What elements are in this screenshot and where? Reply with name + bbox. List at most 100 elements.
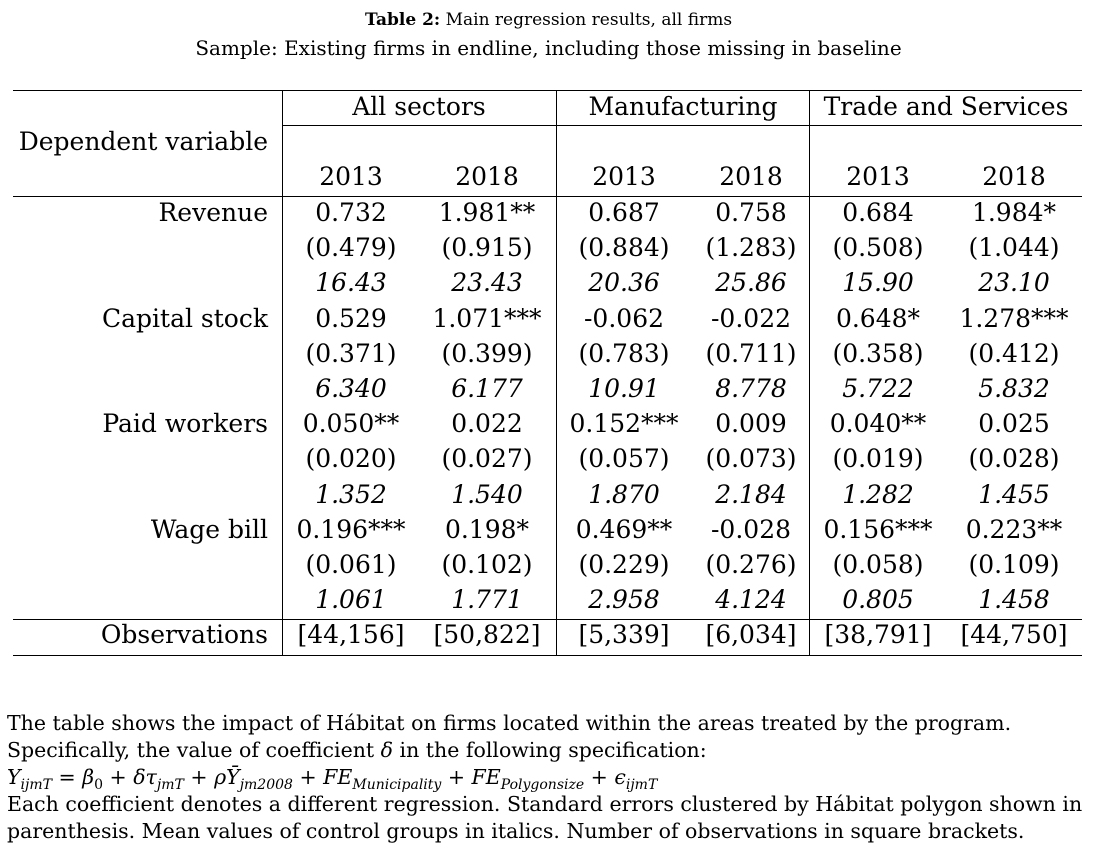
control-mean-cell: 5.832: [978, 374, 1050, 403]
year-header: 2013: [846, 162, 910, 191]
table-title: Main regression results, all firms: [445, 10, 733, 30]
standard-error-cell: (0.058): [832, 550, 924, 579]
control-mean-cell: 25.86: [715, 268, 787, 298]
notes-line: parenthesis. Mean values of control grou…: [7, 819, 1025, 843]
specification-formula: YijmT = β0 + δτjmT + ρȲjm2008 + FEMunici…: [7, 764, 1092, 794]
row-label: Revenue: [158, 198, 268, 227]
observations-cell: [44,750]: [960, 620, 1068, 649]
coefficient-cell: 0.022: [451, 409, 523, 439]
coefficient-cell: 0.732: [315, 198, 387, 227]
row-label: Wage bill: [150, 514, 268, 544]
coefficient-cell: 0.050**: [302, 409, 400, 439]
formula-term: FE: [323, 765, 353, 789]
delta-symbol: δ: [380, 738, 394, 762]
coefficient-cell: 0.009: [715, 409, 787, 439]
formula-operator: +: [102, 765, 134, 789]
vertical-rule: [556, 90, 557, 656]
control-mean-cell: 23.43: [451, 268, 523, 298]
formula-subscript: jm2008: [239, 777, 293, 794]
control-mean-cell: 6.177: [451, 374, 523, 403]
control-mean-cell: 5.722: [842, 374, 914, 403]
coefficient-cell: 0.156***: [823, 514, 933, 544]
vertical-rule: [809, 90, 810, 656]
formula-operator: =: [51, 765, 83, 789]
year-header: 2018: [719, 162, 783, 191]
dependent-variable-header: Dependent variable: [18, 127, 268, 156]
coefficient-cell: 1.278***: [959, 303, 1069, 333]
standard-error-cell: (0.783): [578, 338, 670, 368]
notes-line: The table shows the impact of Hábitat on…: [7, 711, 1012, 735]
row-label: Capital stock: [101, 303, 268, 333]
observations-label: Observations: [100, 620, 268, 649]
group-header: Manufacturing: [588, 92, 778, 121]
coefficient-cell: 1.071***: [432, 303, 542, 333]
standard-error-cell: (0.884): [578, 233, 670, 263]
coefficient-cell: 0.025: [978, 409, 1050, 439]
top-rule: [13, 90, 1082, 91]
formula-subscript: ijmT: [20, 777, 52, 794]
table-caption: Table 2: Main regression results, all fi…: [0, 10, 1097, 30]
control-mean-cell: 4.124: [715, 585, 787, 615]
coefficient-cell: 1.981**: [438, 198, 536, 227]
observations-rule: [13, 619, 1082, 620]
standard-error-cell: (0.229): [578, 550, 670, 579]
notes-line: Each coefficient denotes a different reg…: [7, 792, 1083, 816]
control-mean-cell: 2.184: [715, 479, 787, 509]
year-header: 2013: [592, 162, 656, 191]
standard-error-cell: (0.061): [305, 550, 397, 579]
control-mean-cell: 1.282: [842, 479, 914, 509]
observations-cell: [6,034]: [705, 620, 797, 649]
standard-error-cell: (0.073): [705, 444, 797, 474]
observations-cell: [38,791]: [824, 620, 932, 649]
group-rule: [282, 125, 1082, 126]
formula-subscript: Polygonsize: [500, 777, 585, 794]
regression-table: All sectors Manufacturing Trade and Servic…: [13, 90, 1082, 656]
formula-term: FE: [471, 765, 501, 789]
year-header: 2018: [982, 162, 1046, 191]
standard-error-cell: (0.109): [968, 550, 1060, 579]
standard-error-cell: (0.412): [968, 338, 1060, 368]
control-mean-cell: 10.91: [588, 374, 660, 403]
control-mean-cell: 16.43: [315, 268, 387, 298]
standard-error-cell: (0.508): [832, 233, 924, 263]
standard-error-cell: (0.057): [578, 444, 670, 474]
control-mean-cell: 20.36: [588, 268, 660, 298]
coefficient-cell: 0.648*: [835, 303, 921, 333]
control-mean-cell: 1.352: [315, 479, 387, 509]
observations-cell: [50,822]: [433, 620, 541, 649]
coefficient-cell: 0.684: [842, 198, 914, 227]
coefficient-cell: 0.687: [588, 198, 660, 227]
control-mean-cell: 15.90: [842, 268, 914, 298]
coefficient-cell: -0.022: [710, 303, 792, 333]
control-mean-cell: 1.061: [315, 585, 387, 615]
formula-term: Ȳ: [226, 765, 240, 789]
control-mean-cell: 6.340: [315, 374, 387, 403]
formula-subscript: 0: [94, 777, 103, 794]
control-mean-cell: 0.805: [842, 585, 914, 615]
control-mean-cell: 1.540: [451, 479, 523, 509]
standard-error-cell: (0.479): [305, 233, 397, 263]
formula-term: ϵ: [614, 765, 626, 789]
header-rule: [13, 196, 1082, 197]
control-mean-cell: 1.870: [588, 479, 660, 509]
bottom-rule: [13, 655, 1082, 656]
control-mean-cell: 2.958: [588, 585, 660, 615]
control-mean-cell: 1.455: [978, 479, 1050, 509]
standard-error-cell: (0.028): [968, 444, 1060, 474]
formula-operator: +: [441, 765, 472, 789]
formula-subscript: Municipality: [352, 777, 442, 794]
control-mean-cell: 1.771: [451, 585, 523, 615]
standard-error-cell: (0.371): [305, 338, 397, 368]
standard-error-cell: (0.276): [705, 550, 797, 579]
notes-text: Specifically, the value of coefficient: [7, 738, 381, 762]
formula-operator: +: [584, 765, 615, 789]
standard-error-cell: (1.044): [968, 233, 1060, 263]
coefficient-cell: 0.040**: [829, 409, 927, 439]
standard-error-cell: (0.358): [832, 338, 924, 368]
coefficient-cell: 0.223**: [965, 514, 1063, 544]
formula-term: β: [82, 765, 95, 789]
standard-error-cell: (0.019): [832, 444, 924, 474]
standard-error-cell: (1.283): [705, 233, 797, 263]
control-mean-cell: 1.458: [978, 585, 1050, 615]
row-label: Paid workers: [102, 409, 268, 439]
